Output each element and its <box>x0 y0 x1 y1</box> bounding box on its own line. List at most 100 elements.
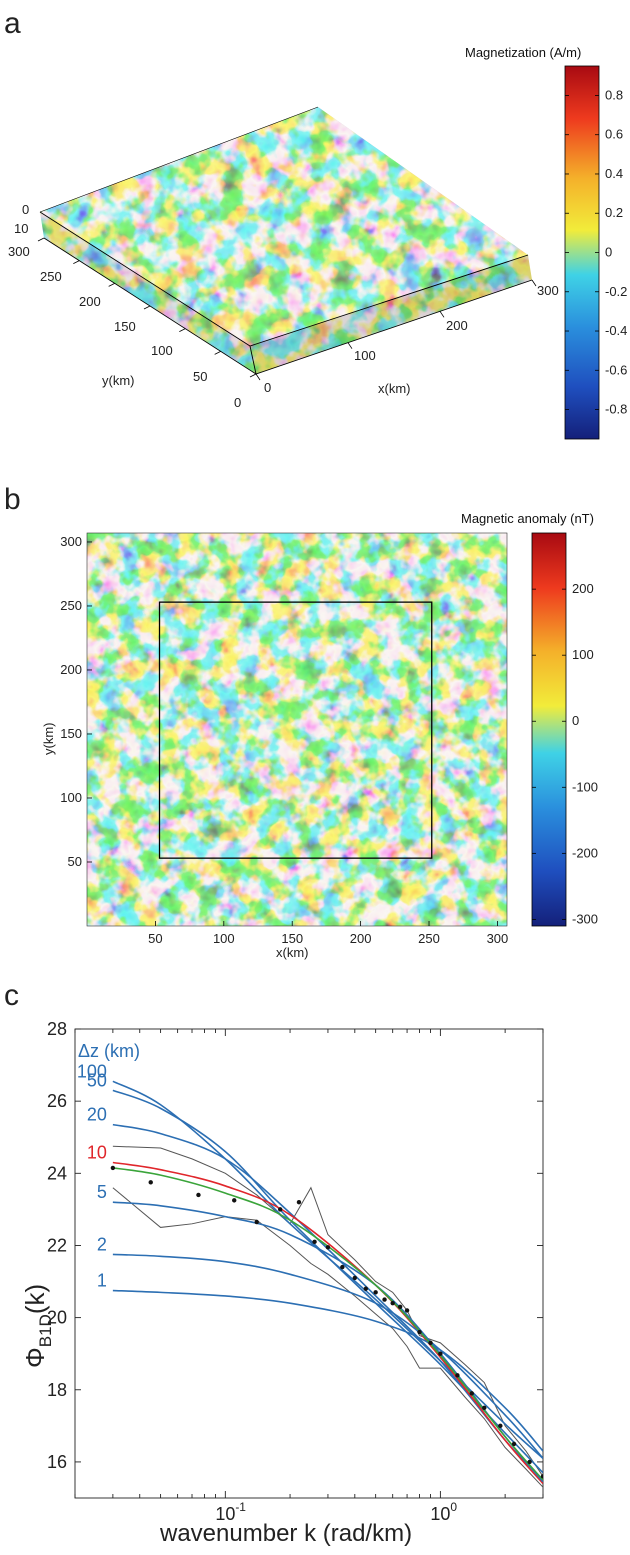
observed-point <box>511 1441 517 1447</box>
colorbar-tick-label: 0.4 <box>605 166 623 181</box>
y-tick-250: 250 <box>40 269 62 284</box>
observed-point <box>312 1239 317 1245</box>
block-tick <box>179 328 186 333</box>
observed-point <box>352 1275 358 1281</box>
y-tick-label: 250 <box>60 598 82 613</box>
block-tick <box>531 279 537 287</box>
x-tick-label: 250 <box>418 931 440 946</box>
colorbar-tick-label: 0.6 <box>605 127 623 142</box>
y-axis-label-a: y(km) <box>102 373 135 388</box>
z-tick-10: 10 <box>14 221 28 236</box>
colorbar-a <box>564 65 600 440</box>
x-tick-label: 100 <box>213 931 235 946</box>
x-tick-label: 10 <box>215 1504 235 1524</box>
y-tick-label: 28 <box>47 1019 67 1039</box>
observed-point <box>397 1304 403 1309</box>
colorbar-tick-label: 0 <box>605 245 612 260</box>
dz-label-20: 20 <box>87 1105 107 1125</box>
panel-a-block <box>37 106 537 381</box>
observed-point <box>254 1219 259 1225</box>
y-axis-label-b: y(km) <box>41 723 56 756</box>
x-tick-label: 50 <box>148 931 162 946</box>
colorbar-a-title: Magnetization (A/m) <box>465 45 581 60</box>
observed-point <box>540 1474 543 1479</box>
colorbar-tick-label: -0.2 <box>605 284 627 299</box>
x-tick-label: 200 <box>350 931 372 946</box>
y-tick-label: 150 <box>60 726 82 741</box>
observed-point <box>110 1165 116 1171</box>
block-tick <box>249 373 257 378</box>
colorbar-tick-label: -200 <box>572 845 598 860</box>
colorbar-tick-label: -100 <box>572 779 598 794</box>
observed-point <box>469 1391 475 1396</box>
x-axis-label-b: x(km) <box>276 945 309 960</box>
colorbar-b <box>531 532 567 927</box>
x-tick-100: 100 <box>354 348 376 363</box>
z-tick-0: 0 <box>22 202 29 217</box>
block-tick <box>255 373 261 381</box>
observed-bound-line <box>112 1145 543 1477</box>
dz-label-50: 50 <box>87 1070 107 1090</box>
observed-point <box>148 1180 153 1185</box>
spectrum-curves <box>110 1080 543 1488</box>
x-axis-label-a: x(km) <box>378 381 411 396</box>
y-tick-label: 300 <box>60 534 82 549</box>
x-tick-label: 10 <box>430 1504 450 1524</box>
panel-label-b: b <box>4 483 21 516</box>
observed-point <box>527 1459 532 1465</box>
x-tick-label: 300 <box>487 931 509 946</box>
y-tick-50: 50 <box>193 369 207 384</box>
y-tick-label: 26 <box>47 1091 67 1111</box>
x-tick-exponent: 0 <box>450 1500 457 1514</box>
y-tick-label: 22 <box>47 1235 67 1255</box>
observed-point <box>438 1351 443 1356</box>
model-curve-dz-10 <box>112 1161 543 1485</box>
observed-point <box>325 1245 331 1250</box>
dz-label-100: 100 <box>77 1061 107 1081</box>
block-tick <box>347 342 353 349</box>
colorbar-tick-label: 200 <box>572 581 594 596</box>
x-tick-exponent: -1 <box>235 1500 246 1514</box>
x-tick-label: 150 <box>281 931 303 946</box>
y-tick-label: 50 <box>68 854 82 869</box>
colorbar-b-title: Magnetic anomaly (nT) <box>461 511 594 526</box>
observed-point <box>498 1423 503 1429</box>
y-tick-label: 16 <box>47 1452 67 1472</box>
observed-point <box>278 1207 283 1212</box>
anomaly-map <box>87 533 507 926</box>
y-tick-100: 100 <box>151 343 173 358</box>
model-curve-dz-1 <box>112 1289 543 1452</box>
y-tick-label: 24 <box>47 1163 67 1183</box>
observed-point <box>482 1405 487 1411</box>
y-tick-0: 0 <box>234 395 241 410</box>
colorbar-tick-label: -0.6 <box>605 362 627 377</box>
colorbar-tick-label: 0 <box>572 713 579 728</box>
block-tick <box>439 311 445 318</box>
y-axis-label-c: ΦB1D(k) <box>20 1284 55 1368</box>
colorbar-b-ticks: 200 100 0 -100 -200 -300 <box>532 581 598 926</box>
panel-label-c: c <box>4 979 19 1012</box>
block-tick <box>214 350 221 355</box>
colorbar-tick-label: -0.4 <box>605 323 627 338</box>
panel-label-a: a <box>4 7 21 40</box>
model-curve-dz-2 <box>112 1253 543 1459</box>
colorbar-tick-label: 0.8 <box>605 87 623 102</box>
block-tick <box>143 305 151 310</box>
legend-title: Δz (km) <box>78 1041 140 1061</box>
y-tick-200: 200 <box>79 294 101 309</box>
block-tick <box>108 282 115 287</box>
y-tick-label: 200 <box>60 662 82 677</box>
svg-text:ΦB1D(k): ΦB1D(k) <box>20 1284 55 1368</box>
observed-point <box>232 1198 237 1203</box>
y-tick-label: 20 <box>47 1308 67 1328</box>
observed-point <box>363 1286 369 1291</box>
colorbar-tick-label: 100 <box>572 647 594 662</box>
dz-label-1: 1 <box>97 1271 107 1291</box>
x-tick-0: 0 <box>264 380 271 395</box>
colorbar-tick-label: 0.2 <box>605 205 623 220</box>
colorbar-a-ticks: 0.8 0.6 0.4 0.2 0 -0.2 -0.4 -0.6 -0.8 <box>565 87 627 417</box>
observed-point <box>296 1199 302 1205</box>
observed-point <box>373 1290 378 1295</box>
